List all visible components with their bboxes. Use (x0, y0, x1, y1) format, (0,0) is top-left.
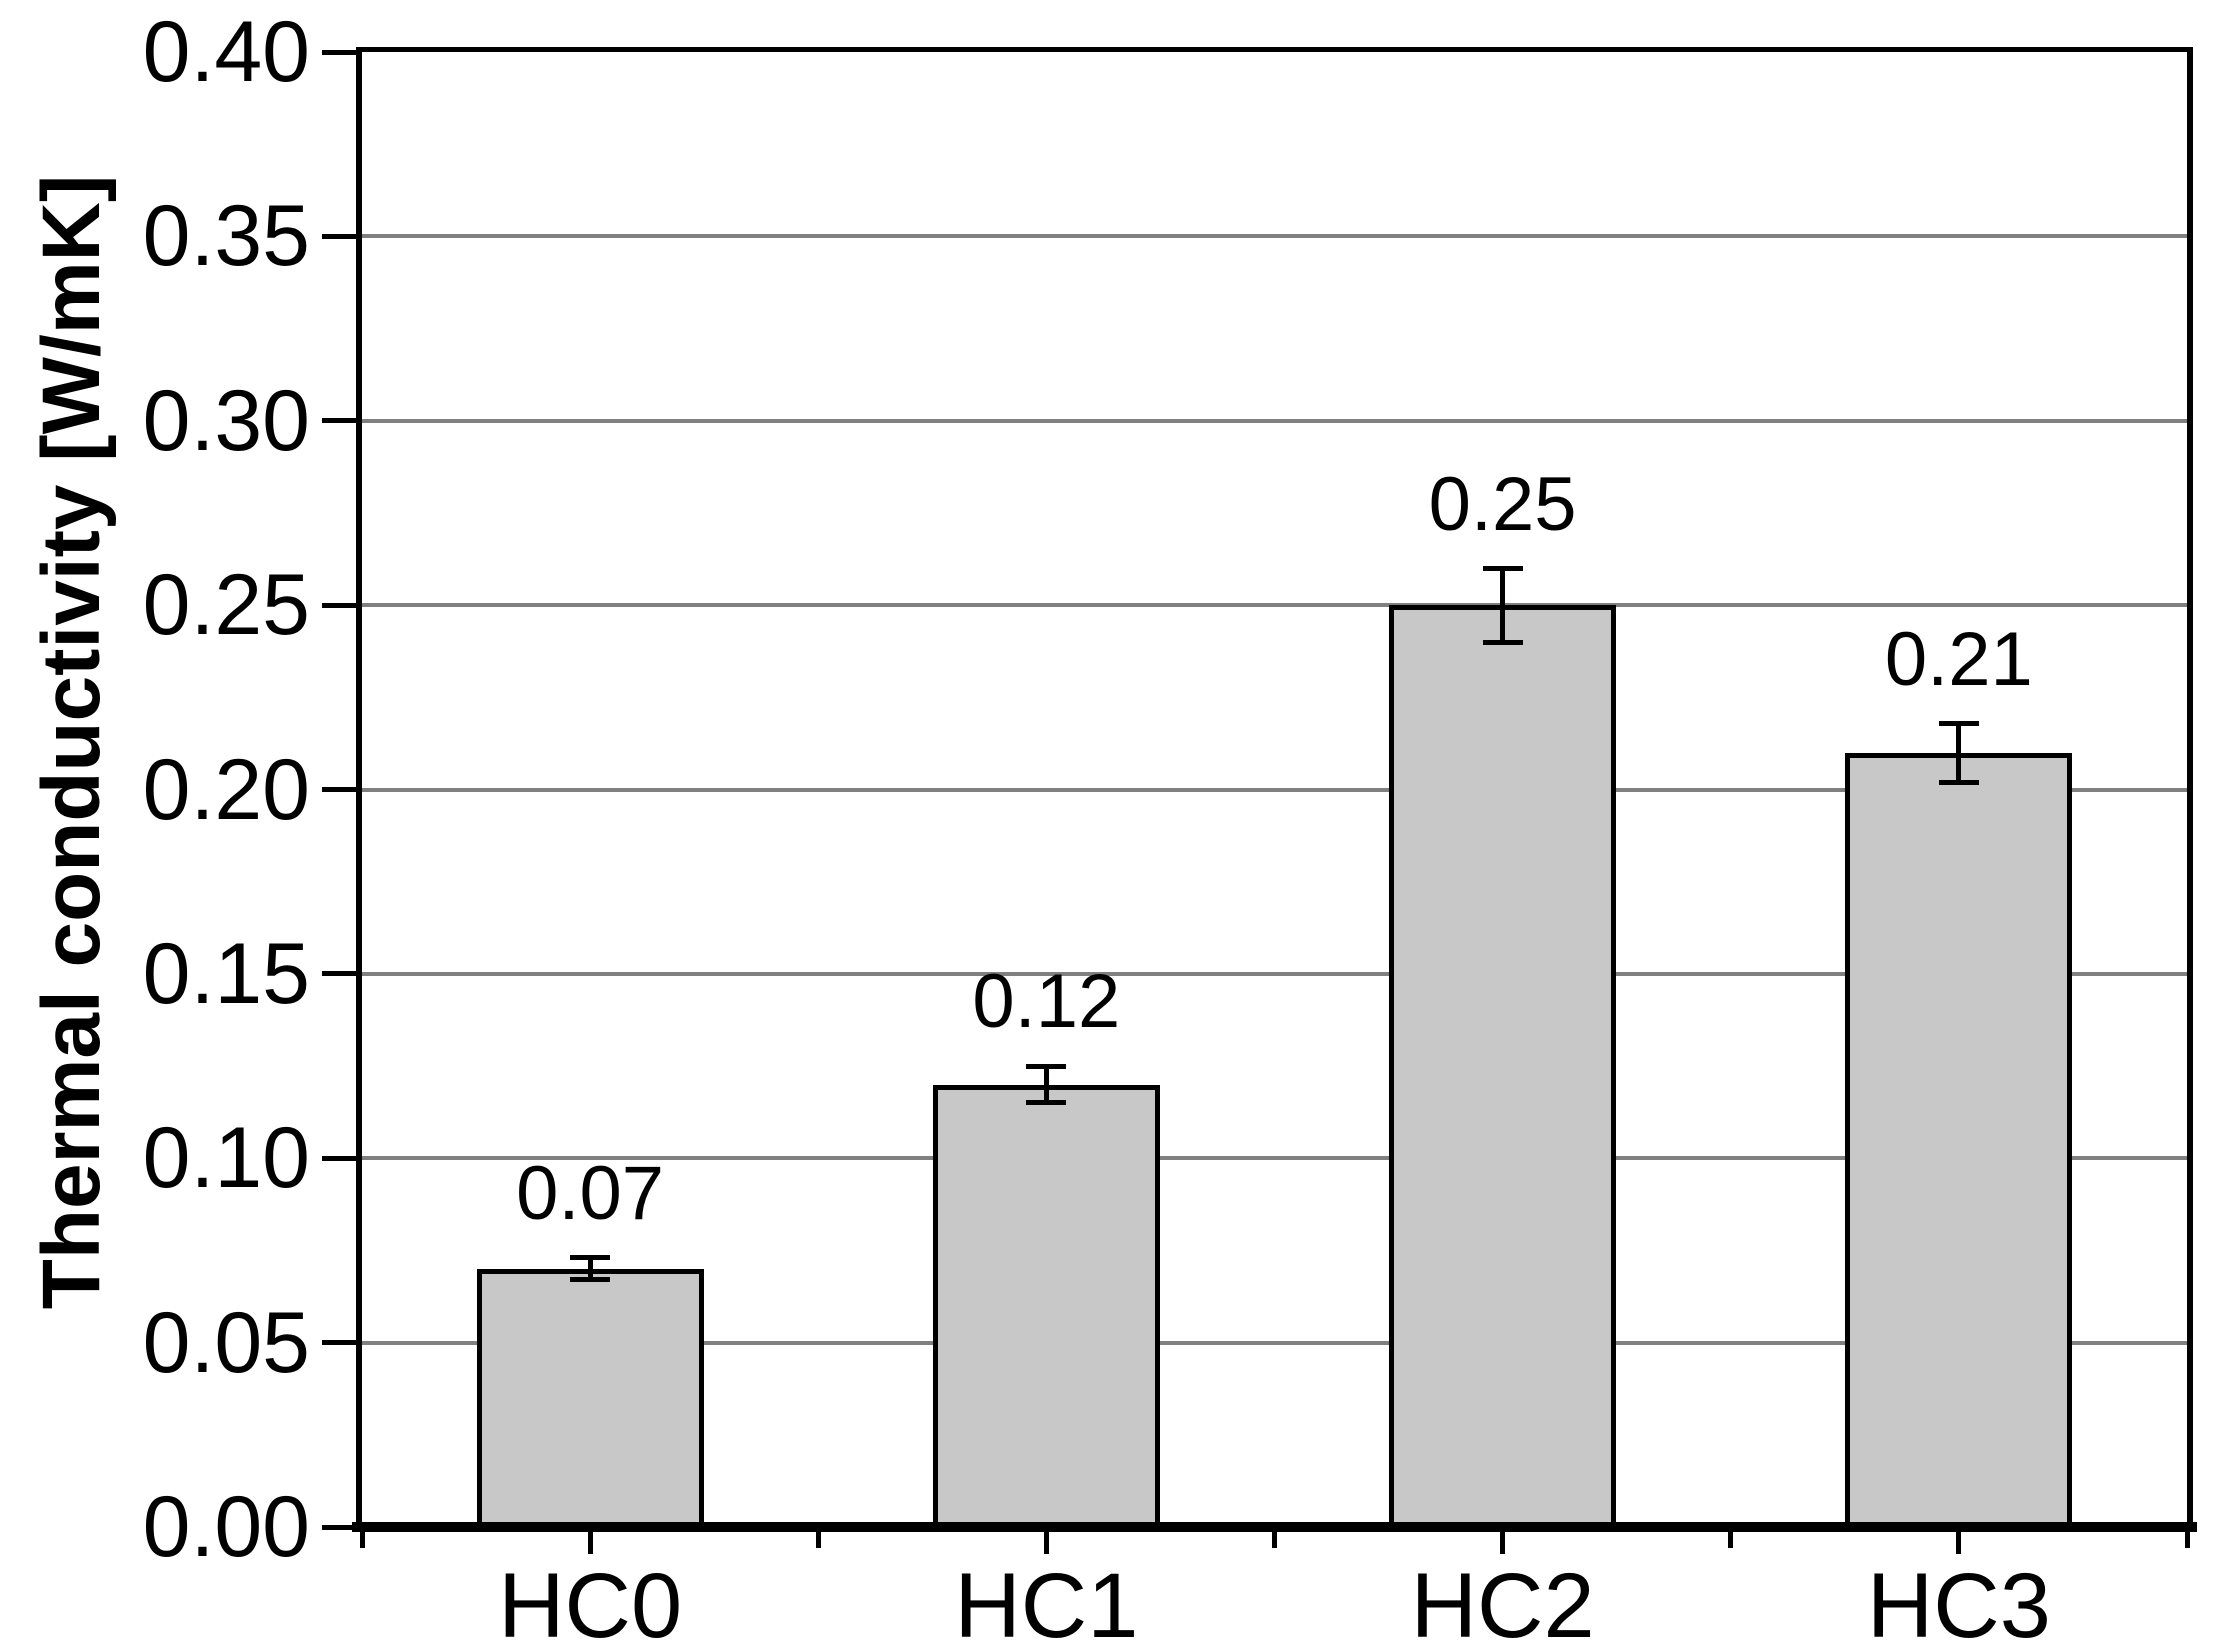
y-tick-label: 0.35 (142, 188, 310, 285)
gridline (362, 418, 2187, 423)
x-tick-major (1500, 1532, 1506, 1554)
x-category-label: HC1 (954, 1555, 1139, 1650)
bar-value-label: 0.21 (1884, 616, 2033, 702)
y-tick-label: 0.30 (142, 372, 310, 469)
bar-value-label: 0.25 (1428, 461, 1577, 547)
x-tick-minor (1272, 1532, 1277, 1548)
x-category-label: HC2 (1410, 1555, 1595, 1650)
x-axis-line (352, 1522, 2197, 1532)
gridline (362, 1340, 2187, 1345)
gridline (362, 1156, 2187, 1161)
y-tick-label: 0.00 (142, 1479, 310, 1575)
y-tick-label: 0.20 (142, 741, 310, 838)
plot-area: 0.07 0.12 0.25 0.21 (362, 52, 2187, 1527)
error-bar-cap-bottom (1026, 1100, 1067, 1106)
right-frame-line (2187, 47, 2193, 1532)
error-bar-cap-top (1482, 565, 1523, 571)
x-category-label: HC0 (498, 1555, 683, 1650)
x-tick-minor (359, 1532, 365, 1548)
error-bar-line (1956, 723, 1962, 783)
y-tick-mark (322, 418, 356, 424)
bar-value-label: 0.07 (516, 1151, 665, 1237)
error-bar-cap-top (1026, 1063, 1067, 1069)
y-tick-label: 0.10 (142, 1110, 310, 1207)
gridline (362, 787, 2187, 792)
gridline (362, 603, 2187, 608)
x-tick-major (1043, 1532, 1049, 1554)
x-tick-minor (815, 1532, 821, 1548)
x-tick-major (587, 1532, 593, 1554)
error-bar-cap-top (570, 1255, 611, 1261)
error-bar-cap-top (1938, 720, 1979, 726)
gridline (362, 234, 2187, 239)
y-tick-mark (322, 1340, 356, 1346)
bar (932, 1084, 1160, 1527)
x-tick-major (1956, 1532, 1962, 1554)
y-axis-line (356, 47, 362, 1532)
error-bar-cap-bottom (1938, 779, 1979, 785)
bar (476, 1268, 704, 1527)
y-tick-mark (322, 233, 356, 239)
y-tick-mark (322, 1155, 356, 1161)
x-tick-minor (1728, 1532, 1734, 1548)
y-tick-mark (322, 787, 356, 792)
bar (1845, 752, 2073, 1527)
error-bar-cap-bottom (1482, 639, 1523, 645)
y-tick-label: 0.40 (142, 4, 310, 100)
y-tick-label: 0.05 (142, 1294, 310, 1391)
y-tick-mark (322, 1524, 356, 1530)
y-tick-mark (322, 971, 356, 977)
error-bar-line (587, 1257, 593, 1280)
bar-value-label: 0.12 (972, 959, 1121, 1045)
y-tick-mark (322, 602, 356, 608)
error-bar-cap-bottom (570, 1277, 611, 1283)
y-tick-mark (322, 49, 356, 55)
y-tick-label: 0.15 (142, 925, 310, 1022)
error-bar-line (1043, 1066, 1049, 1103)
y-tick-label: 0.25 (142, 557, 310, 654)
gridline (362, 971, 2187, 976)
bar (1389, 605, 1617, 1527)
error-bar-line (1500, 568, 1506, 642)
x-tick-minor (2184, 1532, 2190, 1548)
top-frame-line (356, 47, 2193, 52)
x-category-label: HC3 (1866, 1555, 2051, 1650)
